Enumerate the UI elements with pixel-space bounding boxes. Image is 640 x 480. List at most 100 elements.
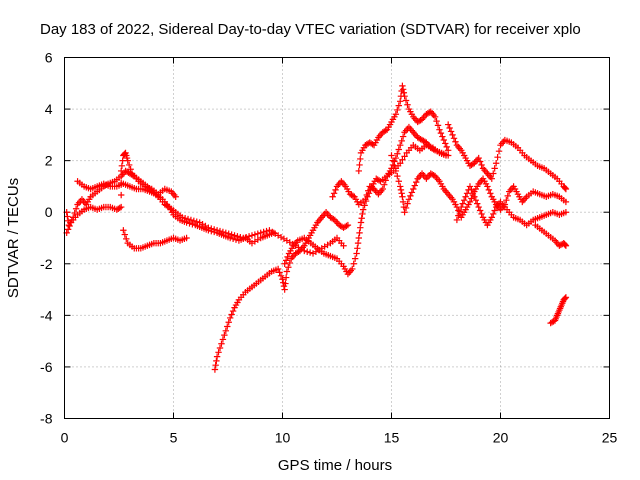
data-point xyxy=(401,92,408,100)
data-point xyxy=(474,200,481,207)
data-point xyxy=(490,210,497,218)
data-point xyxy=(562,185,570,193)
data-point xyxy=(213,227,221,234)
data-point xyxy=(562,294,570,301)
series-track-6 xyxy=(281,141,450,278)
data-point xyxy=(357,224,364,231)
data-point xyxy=(125,161,133,169)
data-point xyxy=(495,147,503,155)
data-point xyxy=(452,138,459,145)
data-point xyxy=(456,208,464,215)
x-tick-label: 20 xyxy=(493,430,509,446)
data-point xyxy=(485,186,493,194)
data-point xyxy=(254,230,261,237)
x-axis-label: GPS time / hours xyxy=(278,457,392,474)
data-point xyxy=(362,196,369,203)
data-point xyxy=(408,189,416,196)
data-point xyxy=(466,198,474,206)
data-point xyxy=(436,126,443,133)
data-point xyxy=(329,193,336,200)
data-point xyxy=(344,221,352,229)
data-point xyxy=(274,265,282,273)
data-point xyxy=(359,206,367,213)
data-point xyxy=(395,146,402,153)
data-point xyxy=(187,216,195,224)
data-point xyxy=(491,207,498,214)
data-point xyxy=(270,229,277,237)
data-point xyxy=(478,161,485,169)
y-tick-label: -2 xyxy=(40,256,53,272)
data-point xyxy=(399,133,407,140)
series-track-13 xyxy=(547,294,570,327)
data-point xyxy=(468,186,475,194)
data-point xyxy=(503,196,510,204)
data-point xyxy=(284,253,291,261)
data-point xyxy=(277,272,285,280)
data-point xyxy=(487,190,494,197)
data-point xyxy=(219,336,227,343)
data-point xyxy=(437,129,445,137)
data-point xyxy=(257,229,264,237)
data-point xyxy=(189,221,196,228)
data-point xyxy=(234,233,241,240)
data-point xyxy=(355,234,362,242)
data-point xyxy=(562,242,570,249)
data-point xyxy=(397,141,404,149)
data-point xyxy=(404,200,411,207)
data-point xyxy=(124,157,131,164)
data-point xyxy=(407,192,414,200)
data-point xyxy=(304,248,311,255)
data-point xyxy=(394,172,401,180)
data-point xyxy=(490,170,497,177)
data-point xyxy=(379,185,386,193)
data-point xyxy=(118,162,126,169)
data-point xyxy=(402,204,410,212)
data-point xyxy=(401,153,408,160)
data-point xyxy=(405,196,413,203)
data-point xyxy=(229,307,237,315)
data-point xyxy=(248,232,256,239)
data-point xyxy=(306,249,314,256)
data-point xyxy=(389,157,397,164)
data-point xyxy=(282,274,290,281)
data-point xyxy=(354,239,362,247)
data-point xyxy=(190,217,198,225)
data-point xyxy=(183,219,190,226)
data-point xyxy=(281,286,288,293)
data-point xyxy=(332,186,339,194)
data-point xyxy=(181,215,189,222)
data-point xyxy=(357,155,364,163)
data-point xyxy=(282,280,289,287)
data-point xyxy=(430,146,437,153)
data-point xyxy=(213,353,221,360)
data-point xyxy=(222,229,230,237)
data-point xyxy=(358,215,365,222)
data-point xyxy=(471,193,478,200)
data-point xyxy=(488,214,495,221)
data-point xyxy=(491,165,498,172)
x-tick-label: 25 xyxy=(602,430,618,446)
data-point xyxy=(478,210,485,218)
data-point xyxy=(395,178,402,185)
data-point xyxy=(361,202,368,209)
data-point xyxy=(216,344,224,352)
data-point xyxy=(351,255,359,262)
data-point xyxy=(349,265,356,273)
data-point xyxy=(260,228,267,236)
data-point xyxy=(193,218,200,225)
data-point xyxy=(398,137,405,145)
y-tick-label: 4 xyxy=(45,101,53,117)
series-track-5 xyxy=(211,209,352,373)
data-point xyxy=(210,226,218,233)
series-track-10 xyxy=(444,121,570,193)
data-point xyxy=(410,185,417,193)
data-point xyxy=(392,167,400,175)
series-track-8 xyxy=(355,82,452,175)
data-point xyxy=(172,193,179,200)
data-point xyxy=(228,231,235,238)
data-point xyxy=(476,207,484,214)
data-point xyxy=(444,147,452,154)
data-point xyxy=(117,167,125,175)
data-point xyxy=(459,200,466,207)
data-point xyxy=(186,220,193,227)
